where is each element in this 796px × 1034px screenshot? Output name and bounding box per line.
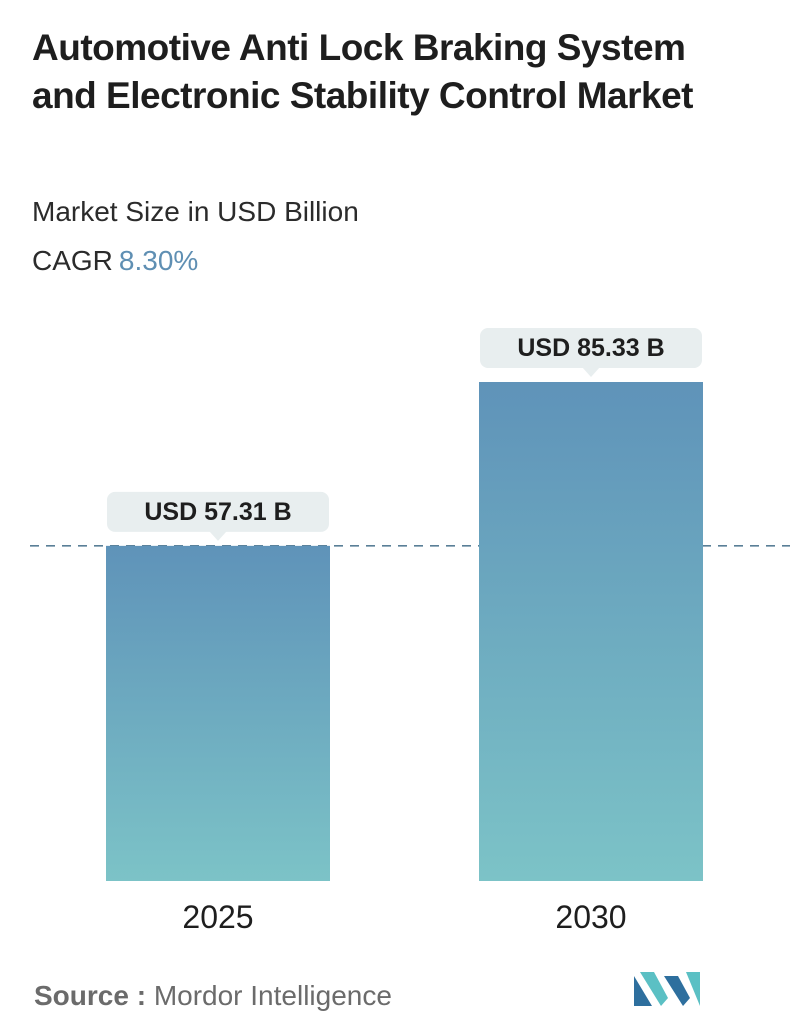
x-tick-label-2030: 2030 [555,899,626,935]
data-label-box [107,491,329,532]
source-label: Source : [34,980,147,1011]
source-credit: Source : Mordor Intelligence [34,978,392,1014]
cagr-line: CAGR 8.30% [32,243,198,279]
bar-2030 [479,382,703,881]
chart-title: Automotive Anti Lock Braking System and … [32,27,694,116]
data-label-pointer [209,530,227,541]
data-label-2025: USD 57.31 B [107,491,329,541]
cagr-value: 8.30% [118,245,199,276]
chart-subtitle: Market Size in USD Billion [32,196,359,227]
cagr-label: CAGR [32,245,113,276]
x-tick-label-2025: 2025 [182,899,253,935]
data-label-2030: USD 85.33 B [480,328,702,377]
bar-chart: USD 57.31 B USD 85.33 B 2025 2030 [30,328,790,935]
data-label-text: USD 85.33 B [517,334,664,362]
data-label-pointer [582,367,600,377]
data-label-box [480,328,702,368]
source-name: Mordor Intelligence [153,980,392,1011]
mordor-intelligence-logo-icon [634,972,700,1006]
data-label-text: USD 57.31 B [144,498,291,526]
bar-2025 [106,545,330,881]
